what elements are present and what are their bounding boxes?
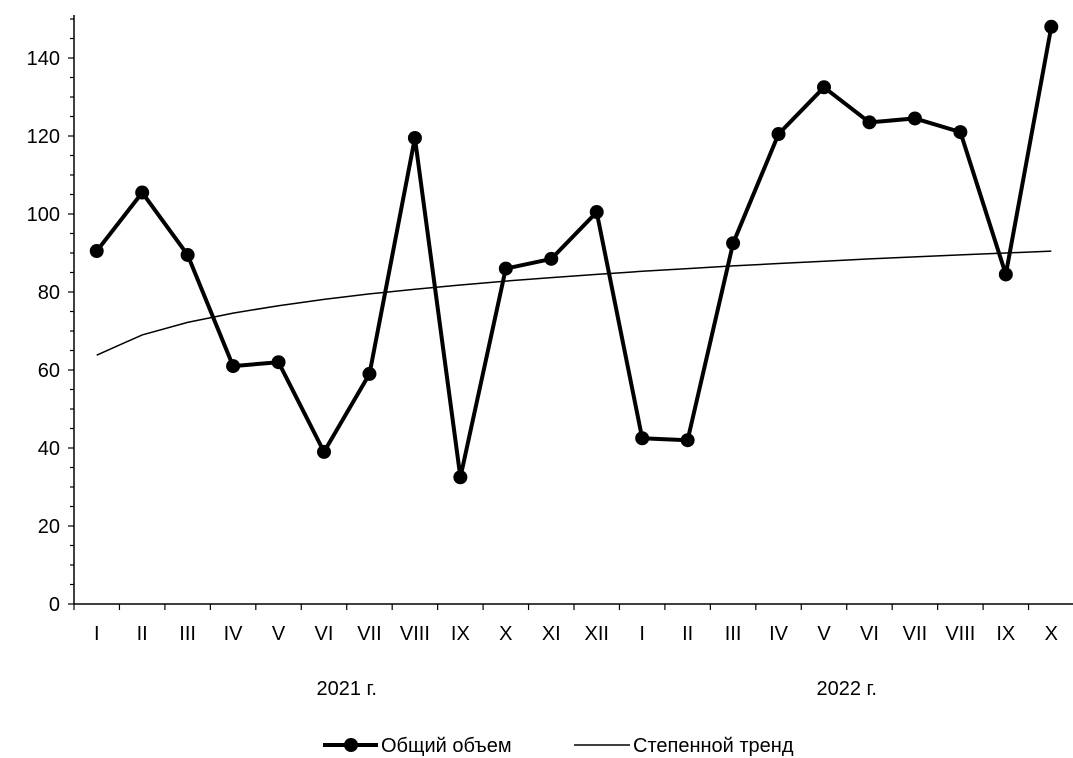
x-tick-label: X — [1045, 623, 1058, 645]
x-tick-label: V — [817, 623, 831, 645]
x-tick-label: X — [499, 623, 512, 645]
data-point — [817, 80, 831, 95]
data-point — [135, 185, 150, 200]
x-tick-label: IV — [769, 623, 789, 645]
data-point — [635, 431, 650, 446]
legend-total-volume-label: Общий объем — [381, 735, 512, 757]
data-point — [862, 115, 877, 130]
x-tick-label: VIII — [400, 623, 430, 645]
total-volume-line — [95, 26, 1054, 480]
axes — [68, 15, 1073, 610]
x-tick-label: VIII — [945, 623, 975, 645]
x-tick-label: III — [725, 623, 742, 645]
x-tick-label: XII — [585, 623, 609, 645]
legend: Общий объем Степенной тренд — [323, 735, 794, 757]
data-point — [726, 236, 741, 251]
x-tick-label: II — [682, 623, 693, 645]
data-point — [771, 127, 786, 142]
data-point — [953, 125, 968, 140]
data-point — [89, 244, 104, 259]
y-tick-labels: 0 20 40 60 80 100 120 140 — [27, 48, 60, 616]
data-point — [362, 366, 377, 381]
x-tick-label: I — [94, 623, 100, 645]
year-label-2021: 2021 г. — [316, 678, 376, 700]
y-tick-label: 120 — [27, 126, 60, 148]
y-tick-label: 60 — [38, 360, 60, 382]
data-point — [317, 444, 331, 459]
y-tick-label: 100 — [27, 204, 60, 226]
x-tick-label: IV — [224, 623, 244, 645]
legend-trend-label: Степенной тренд — [633, 735, 794, 757]
y-tick-label: 40 — [38, 438, 60, 460]
x-tick-label: VI — [315, 623, 334, 645]
trend-line — [96, 250, 1052, 356]
x-tick-label: I — [639, 623, 645, 645]
x-tick-label: IX — [996, 623, 1015, 645]
data-point — [907, 111, 922, 126]
x-tick-label: VII — [357, 623, 381, 645]
y-tick-label: 0 — [49, 594, 60, 616]
x-tick-label: III — [179, 623, 196, 645]
x-tick-label: XI — [542, 623, 561, 645]
data-point — [1044, 19, 1059, 34]
data-point — [271, 355, 286, 370]
year-label-2022: 2022 г. — [816, 678, 876, 700]
year-group-labels: 2021 г. 2022 г. — [316, 678, 876, 700]
legend-total-volume-marker-icon — [344, 738, 358, 752]
data-point — [589, 205, 604, 220]
x-tick-label: IX — [451, 623, 470, 645]
data-point — [226, 359, 241, 374]
data-point — [453, 470, 468, 485]
x-tick-label: V — [272, 623, 286, 645]
series-total-volume — [89, 19, 1059, 485]
y-tick-label: 20 — [38, 516, 60, 538]
y-tick-label: 140 — [27, 48, 60, 70]
data-point — [998, 267, 1013, 282]
x-tick-label: VI — [860, 623, 879, 645]
x-tick-label: II — [137, 623, 148, 645]
series-trend — [96, 250, 1052, 356]
y-tick-label: 80 — [38, 282, 60, 304]
x-tick-label: VII — [903, 623, 927, 645]
data-point — [544, 251, 559, 266]
data-point — [407, 130, 422, 145]
x-tick-labels: I II III IV V VI VII VIII IX X XI XII I II III IV V VI VII… — [94, 623, 1058, 645]
data-point — [498, 261, 513, 276]
data-point — [680, 433, 695, 448]
data-point — [180, 247, 195, 262]
